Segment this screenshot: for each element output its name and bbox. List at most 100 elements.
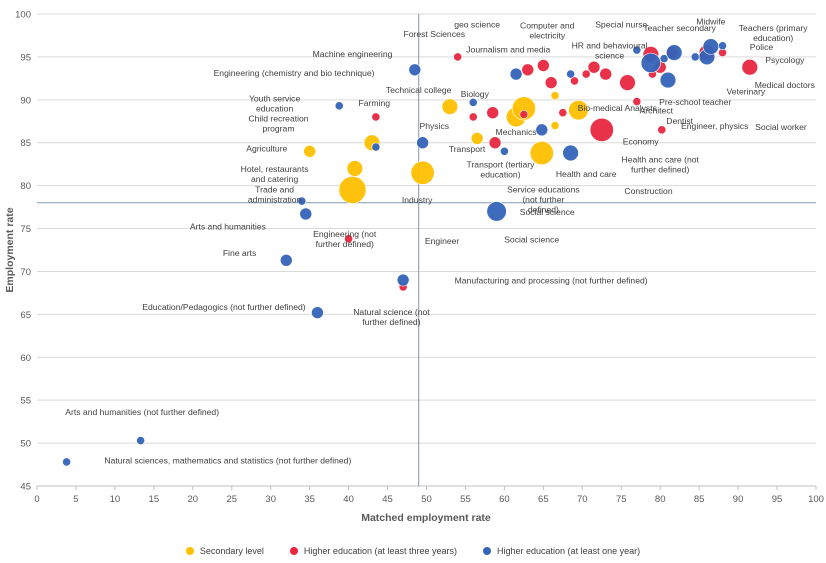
bubble-point: [338, 176, 367, 204]
bubble-point: [509, 67, 523, 81]
data-label: Social science: [520, 207, 575, 217]
bubble-point: [521, 63, 535, 77]
data-label: Forest Sciences: [403, 29, 465, 39]
bubble-point: [499, 146, 509, 156]
bubble-point: [558, 108, 568, 118]
data-label: Engineer: [425, 236, 460, 246]
legend-marker-secondary: [185, 547, 194, 555]
data-label: Agriculture: [246, 143, 287, 153]
bubble-point: [408, 63, 422, 77]
y-tick-label: 90: [20, 95, 31, 106]
bubble-point: [640, 52, 661, 74]
bubble-point: [279, 253, 293, 267]
data-label: Transport (tertiary education): [467, 160, 536, 180]
legend: Secondary level Higher education (at lea…: [0, 542, 826, 560]
bubble-point: [544, 76, 558, 89]
bubble-point: [311, 306, 324, 319]
bubble-point: [632, 97, 642, 106]
bubble-point: [486, 106, 500, 119]
x-tick-label: 90: [733, 494, 744, 505]
bubble-point: [346, 160, 364, 177]
data-label: Machine engineering: [313, 49, 393, 59]
data-label: Engineer, physics: [681, 121, 748, 131]
data-label: Engineering (chemistry and bio technique…: [214, 68, 375, 78]
data-label: Hotel, restaurants and catering: [241, 164, 309, 184]
bubble-point: [62, 457, 72, 467]
y-tick-label: 85: [20, 138, 31, 149]
legend-label-higher-one-year: Higher education (at least one year): [497, 546, 641, 556]
legend-item-higher-one-year: Higher education (at least one year): [483, 546, 640, 556]
data-label: Natural science (not further defined): [353, 307, 430, 327]
data-label: Economy: [623, 136, 660, 146]
data-label: Computer and electricity: [520, 21, 575, 41]
bubble-point: [570, 76, 579, 86]
bubble-point: [535, 123, 549, 137]
x-tick-label: 45: [382, 494, 393, 505]
y-tick-label: 70: [20, 267, 31, 278]
x-tick-label: 40: [343, 494, 354, 505]
data-label: Natural sciences, mathematics and statis…: [104, 456, 351, 466]
data-label: Bio-medical Analysts: [578, 103, 657, 113]
data-label: Social science: [504, 234, 559, 244]
data-label: Biology: [461, 89, 490, 99]
bubble-point: [562, 144, 579, 162]
bubble-point: [529, 141, 554, 166]
bubble-point: [468, 112, 478, 122]
x-tick-label: 85: [694, 494, 705, 505]
bubble-point: [486, 201, 507, 222]
bubble-point: [468, 97, 478, 107]
data-label: Fine arts: [223, 248, 256, 258]
bubble-point: [550, 121, 560, 130]
bubble-point: [659, 54, 669, 64]
data-label: Midwife: [696, 16, 725, 26]
legend-item-higher-three-years: Higher education (at least three years): [289, 546, 458, 556]
data-label: Construction: [624, 186, 672, 196]
x-tick-label: 20: [188, 494, 199, 505]
legend-marker-higher-three-years: [289, 547, 298, 555]
data-label: Service educations (not further defined): [507, 185, 580, 215]
bubble-point: [659, 71, 677, 89]
data-label: Youth service education: [249, 94, 300, 114]
data-label: Pre-school teacher: [659, 97, 731, 107]
data-label: Veterinary: [727, 87, 766, 97]
x-tick-label: 100: [808, 494, 824, 505]
bubble-point: [587, 60, 601, 74]
data-label: Physics: [419, 121, 449, 131]
x-tick-label: 10: [110, 494, 121, 505]
y-tick-label: 100: [15, 10, 31, 21]
x-tick-label: 65: [538, 494, 549, 505]
scatter-chart: 45 50 55 60 65 70 75 80 85 90 95 100 0 5 10 15 20 25 30 35 4…: [4, 10, 824, 525]
bubble-point: [657, 125, 667, 135]
data-label: Child recreation program: [248, 113, 308, 133]
data-label: Psycology: [765, 55, 805, 65]
x-tick-label: 35: [304, 494, 315, 505]
y-tick-label: 95: [20, 52, 31, 63]
legend-label-secondary: Secondary level: [199, 546, 264, 556]
bubble-point: [568, 100, 589, 121]
data-label: geo science: [454, 20, 500, 30]
data-label: Manufacturing and processing (not furthe…: [455, 275, 648, 285]
bubble-point: [344, 234, 353, 244]
bubble-point: [741, 59, 758, 76]
data-label: Technical college: [386, 85, 452, 95]
data-label: Education/Pedagogics (not further define…: [142, 302, 306, 312]
x-tick-label: 30: [265, 494, 276, 505]
y-tick-label: 60: [20, 353, 31, 364]
bubble-point: [136, 436, 146, 445]
bubble-point: [299, 207, 313, 221]
legend-label-higher-three-years: Higher education (at least three years): [303, 546, 458, 556]
bubble-point: [416, 136, 429, 150]
x-tick-label: 50: [421, 494, 432, 505]
bubble-point: [550, 91, 560, 100]
data-label: Trade and administration: [248, 185, 302, 205]
bubble-point: [690, 52, 700, 62]
data-label: Arts and humanities (not further defined…: [65, 407, 219, 417]
bubble-point: [511, 96, 536, 121]
bubble-point: [702, 38, 720, 55]
data-label: Mechanics: [496, 127, 537, 137]
bubble-point: [519, 110, 529, 119]
x-tick-label: 55: [460, 494, 471, 505]
y-tick-label: 55: [20, 396, 31, 407]
y-tick-label: 50: [20, 439, 31, 450]
